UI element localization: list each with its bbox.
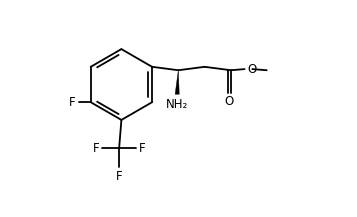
Polygon shape bbox=[175, 70, 179, 94]
Text: O: O bbox=[225, 95, 234, 108]
Text: O: O bbox=[247, 62, 257, 76]
Text: F: F bbox=[93, 142, 100, 155]
Text: NH₂: NH₂ bbox=[166, 98, 188, 111]
Text: F: F bbox=[139, 142, 145, 155]
Text: F: F bbox=[116, 170, 122, 183]
Text: F: F bbox=[69, 96, 76, 109]
